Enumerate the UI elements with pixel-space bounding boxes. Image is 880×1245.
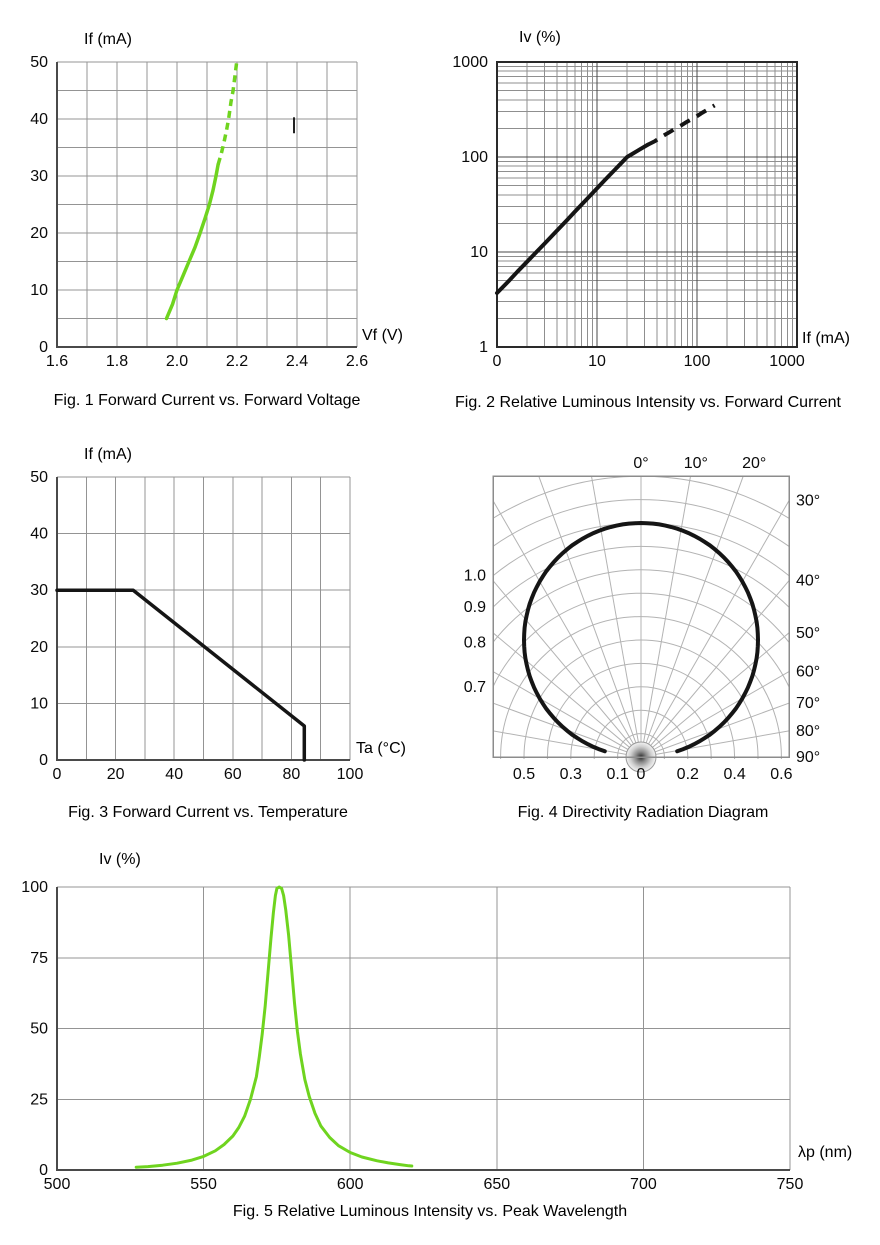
svg-text:70°: 70° <box>796 695 820 712</box>
svg-text:40: 40 <box>30 526 48 543</box>
svg-text:0.9: 0.9 <box>464 599 486 616</box>
svg-text:750: 750 <box>777 1176 804 1193</box>
svg-text:10: 10 <box>30 282 48 299</box>
fig1-y-axis-label: If (mA) <box>84 31 132 48</box>
svg-text:0: 0 <box>637 766 646 783</box>
svg-text:0.3: 0.3 <box>560 766 582 783</box>
fig4-chart: 0° 10° 20° 30° 40° 50° 60° 70° 80° 90° 1.0 0.9 0.8 0.… <box>464 455 820 783</box>
svg-text:25: 25 <box>30 1091 48 1108</box>
svg-text:2.0: 2.0 <box>166 353 188 370</box>
svg-text:1000: 1000 <box>769 353 805 370</box>
svg-text:2.4: 2.4 <box>286 353 308 370</box>
svg-text:0.2: 0.2 <box>677 766 699 783</box>
svg-text:50: 50 <box>30 54 48 71</box>
svg-text:700: 700 <box>630 1176 657 1193</box>
svg-text:60°: 60° <box>796 664 820 681</box>
svg-text:0.8: 0.8 <box>464 634 486 651</box>
svg-text:10: 10 <box>30 695 48 712</box>
svg-text:80°: 80° <box>796 723 820 740</box>
svg-text:10: 10 <box>470 244 488 261</box>
svg-text:60: 60 <box>224 766 242 783</box>
svg-text:50°: 50° <box>796 625 820 642</box>
svg-text:10°: 10° <box>684 455 708 472</box>
svg-text:30: 30 <box>30 582 48 599</box>
svg-text:1.6: 1.6 <box>46 353 68 370</box>
svg-text:80: 80 <box>283 766 301 783</box>
svg-text:30: 30 <box>30 168 48 185</box>
fig2-chart: 0 10 100 1000 1 10 100 1000 <box>452 54 804 370</box>
fig5-chart: 500 550 600 650 700 750 0 25 50 75 100 <box>21 879 803 1193</box>
svg-text:0: 0 <box>53 766 62 783</box>
svg-text:100: 100 <box>337 766 364 783</box>
svg-text:40: 40 <box>30 111 48 128</box>
svg-text:30°: 30° <box>796 493 820 510</box>
svg-text:50: 50 <box>30 1021 48 1038</box>
svg-text:90°: 90° <box>796 749 820 766</box>
svg-text:600: 600 <box>337 1176 364 1193</box>
svg-text:20: 20 <box>30 225 48 242</box>
svg-text:0.5: 0.5 <box>513 766 535 783</box>
fig3-chart: 0 20 40 60 80 100 0 10 20 30 40 50 <box>30 469 363 783</box>
svg-text:10: 10 <box>588 353 606 370</box>
fig4-caption: Fig. 4 Directivity Radiation Diagram <box>517 804 769 821</box>
svg-text:2.6: 2.6 <box>346 353 368 370</box>
svg-text:0.1: 0.1 <box>606 766 628 783</box>
fig3-y-axis-label: If (mA) <box>84 446 132 463</box>
svg-text:0: 0 <box>39 1162 48 1179</box>
svg-text:0: 0 <box>39 339 48 356</box>
svg-text:100: 100 <box>684 353 711 370</box>
fig2-y-axis-label: Iv (%) <box>519 29 561 46</box>
svg-text:1.8: 1.8 <box>106 353 128 370</box>
fig2-caption: Fig. 2 Relative Luminous Intensity vs. F… <box>455 394 841 411</box>
svg-text:20: 20 <box>30 639 48 656</box>
svg-text:100: 100 <box>21 879 48 896</box>
fig2-x-axis-label: If (mA) <box>802 330 850 347</box>
svg-text:100: 100 <box>461 149 488 166</box>
svg-text:40: 40 <box>165 766 183 783</box>
svg-text:0.6: 0.6 <box>770 766 792 783</box>
svg-text:0.7: 0.7 <box>464 679 486 696</box>
svg-text:20°: 20° <box>742 455 766 472</box>
svg-text:0°: 0° <box>633 455 648 472</box>
fig5-y-axis-label: Iv (%) <box>99 851 141 868</box>
svg-text:1000: 1000 <box>452 54 488 71</box>
svg-text:550: 550 <box>190 1176 217 1193</box>
svg-text:40°: 40° <box>796 573 820 590</box>
fig3-x-axis-label: Ta (°C) <box>356 740 406 757</box>
fig5-caption: Fig. 5 Relative Luminous Intensity vs. P… <box>232 1203 628 1220</box>
svg-text:500: 500 <box>44 1176 71 1193</box>
svg-text:0.4: 0.4 <box>723 766 745 783</box>
svg-text:1.0: 1.0 <box>464 568 486 585</box>
fig3-caption: Fig. 3 Forward Current vs. Temperature <box>68 804 348 821</box>
fig1-caption: Fig. 1 Forward Current vs. Forward Volta… <box>53 392 361 409</box>
svg-text:650: 650 <box>483 1176 510 1193</box>
svg-text:20: 20 <box>107 766 125 783</box>
svg-text:2.2: 2.2 <box>226 353 248 370</box>
fig5-x-axis-label: λp (nm) <box>798 1144 853 1161</box>
svg-text:75: 75 <box>30 950 48 967</box>
svg-text:0: 0 <box>493 353 502 370</box>
fig1-x-axis-label: Vf (V) <box>362 327 403 344</box>
svg-text:1: 1 <box>479 339 488 356</box>
directivity-curve <box>521 520 761 754</box>
svg-text:0: 0 <box>39 752 48 769</box>
fig1-chart: 1.6 1.8 2.0 2.2 2.4 2.6 0 10 20 30 40 50 <box>30 54 368 370</box>
svg-text:50: 50 <box>30 469 48 486</box>
